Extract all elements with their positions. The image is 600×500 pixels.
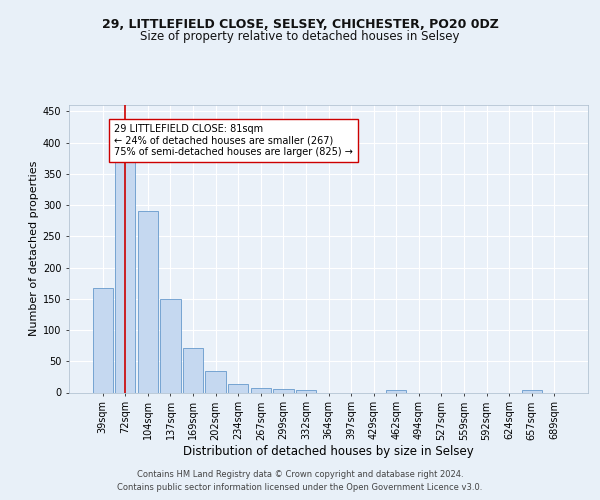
Text: Contains public sector information licensed under the Open Government Licence v3: Contains public sector information licen… bbox=[118, 484, 482, 492]
Bar bbox=[273, 389, 293, 392]
Bar bbox=[115, 156, 136, 392]
Text: 29, LITTLEFIELD CLOSE, SELSEY, CHICHESTER, PO20 0DZ: 29, LITTLEFIELD CLOSE, SELSEY, CHICHESTE… bbox=[101, 18, 499, 30]
Bar bbox=[160, 300, 181, 392]
Bar bbox=[92, 288, 113, 393]
Bar bbox=[138, 211, 158, 392]
Y-axis label: Number of detached properties: Number of detached properties bbox=[29, 161, 38, 336]
Bar bbox=[251, 388, 271, 392]
Bar bbox=[205, 370, 226, 392]
Text: Size of property relative to detached houses in Selsey: Size of property relative to detached ho… bbox=[140, 30, 460, 43]
Bar bbox=[228, 384, 248, 392]
Bar bbox=[183, 348, 203, 393]
Bar bbox=[521, 390, 542, 392]
Bar bbox=[386, 390, 406, 392]
X-axis label: Distribution of detached houses by size in Selsey: Distribution of detached houses by size … bbox=[183, 445, 474, 458]
Text: Contains HM Land Registry data © Crown copyright and database right 2024.: Contains HM Land Registry data © Crown c… bbox=[137, 470, 463, 479]
Text: 29 LITTLEFIELD CLOSE: 81sqm
← 24% of detached houses are smaller (267)
75% of se: 29 LITTLEFIELD CLOSE: 81sqm ← 24% of det… bbox=[114, 124, 353, 157]
Bar bbox=[296, 390, 316, 392]
